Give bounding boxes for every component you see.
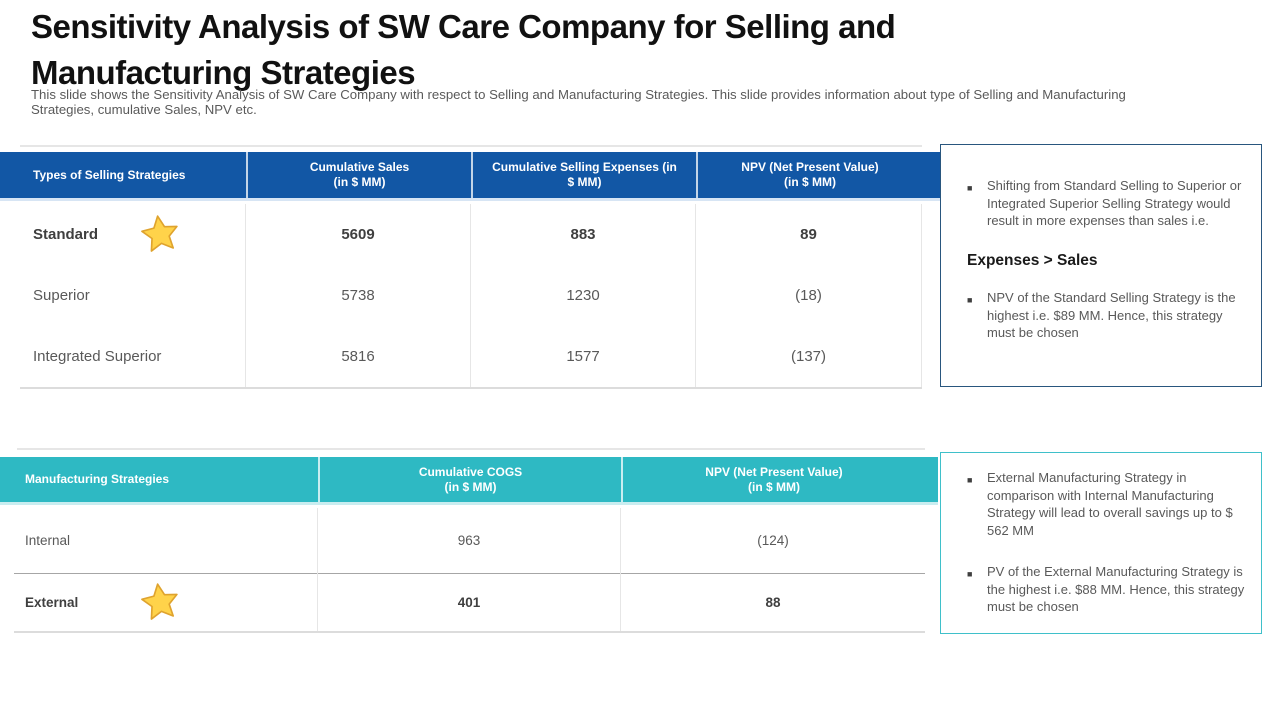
selling-row-integrated-superior-expenses: 1577 — [471, 326, 696, 387]
selling-table-top-rule — [20, 145, 922, 147]
selling-note-heading: Expenses > Sales — [967, 251, 1098, 269]
manufacturing-table-top-rule — [17, 448, 925, 450]
manufacturing-col-npv-line1: NPV (Net Present Value) — [705, 464, 843, 479]
page-subtitle-line1: This slide shows the Sensitivity Analysi… — [31, 87, 1126, 102]
page-subtitle: This slide shows the Sensitivity Analysi… — [31, 87, 1253, 117]
manufacturing-note-bullet-1: ■ External Manufacturing Strategy in com… — [967, 469, 1247, 539]
manufacturing-note-bullet-2: ■ PV of the External Manufacturing Strat… — [967, 563, 1247, 616]
manufacturing-col-cogs-line1: Cumulative COGS — [418, 464, 523, 479]
manufacturing-row-internal-text: Internal — [25, 533, 71, 548]
selling-col-npv-line2: (in $ MM) — [784, 175, 836, 189]
selling-table-body: Standard 5609 883 89 Superior 5738 1230 … — [0, 204, 922, 387]
page-title: Sensitivity Analysis of SW Care Company … — [31, 4, 991, 96]
selling-col-cumulative-sales-line1: Cumulative Sales — [309, 160, 410, 174]
manufacturing-row-internal-npv: (124) — [757, 533, 789, 548]
selling-row-superior-expenses: 1230 — [471, 265, 696, 326]
manufacturing-row-external-text: External — [25, 594, 79, 610]
page-title-line2: Manufacturing Strategies — [31, 54, 416, 91]
star-icon — [141, 214, 178, 252]
star-icon — [141, 583, 179, 620]
selling-col-strategies-label: Types of Selling Strategies — [33, 167, 186, 182]
selling-col-selling-expenses-line2: $ MM) — [567, 175, 602, 189]
selling-col-strategies: Types of Selling Strategies — [0, 152, 246, 198]
manufacturing-row-external-label: External — [0, 573, 318, 631]
selling-note-bullet-2-text: NPV of the Standard Selling Strategy is … — [987, 290, 1236, 340]
manufacturing-table-header: Manufacturing Strategies Cumulative COGS… — [0, 457, 938, 505]
square-bullet-icon: ■ — [967, 295, 973, 305]
selling-row-superior-label: Superior — [0, 265, 246, 326]
selling-row-standard-sales: 5609 — [246, 204, 471, 265]
square-bullet-icon: ■ — [967, 569, 973, 579]
selling-note-bullet-2: ■ NPV of the Standard Selling Strategy i… — [967, 289, 1247, 342]
manufacturing-row-external-cogs: 401 — [318, 573, 621, 631]
selling-col-cumulative-sales: Cumulative Sales (in $ MM) — [246, 152, 471, 198]
manufacturing-col-cogs-line2: (in $ MM) — [444, 479, 497, 494]
manufacturing-row-internal-cogs: 963 — [318, 508, 621, 573]
selling-note-bullet-1-text: Shifting from Standard Selling to Superi… — [987, 178, 1242, 228]
manufacturing-note-bullet-2-text: PV of the External Manufacturing Strateg… — [987, 564, 1245, 614]
selling-col-npv: NPV (Net Present Value) (in $ MM) — [696, 152, 922, 198]
selling-table-bottom-rule — [20, 387, 922, 389]
manufacturing-notes-box: ■ External Manufacturing Strategy in com… — [940, 452, 1262, 634]
manufacturing-row-external-npv: 88 — [765, 594, 781, 610]
manufacturing-col-npv-line2: (in $ MM) — [748, 479, 800, 494]
selling-table-header: Types of Selling Strategies Cumulative S… — [0, 152, 941, 201]
selling-col-selling-expenses: Cumulative Selling Expenses (in $ MM) — [471, 152, 696, 198]
selling-row-integrated-superior-sales: 5816 — [246, 326, 471, 387]
selling-row-integrated-superior-npv: (137) — [696, 326, 922, 387]
selling-row-standard-expenses: 883 — [471, 204, 696, 265]
selling-col-selling-expenses-line1: Cumulative Selling Expenses (in — [492, 160, 677, 174]
page-subtitle-line2: Strategies, cumulative Sales, NPV etc. — [31, 101, 257, 117]
selling-note-bullet-1: ■ Shifting from Standard Selling to Supe… — [967, 177, 1247, 230]
square-bullet-icon: ■ — [967, 475, 973, 485]
manufacturing-note-bullet-1-text: External Manufacturing Strategy in compa… — [987, 470, 1233, 538]
square-bullet-icon: ■ — [967, 183, 973, 193]
selling-row-superior-npv: (18) — [696, 265, 922, 326]
selling-row-integrated-superior-text: Integrated Superior — [33, 348, 162, 365]
manufacturing-row-internal-label: Internal — [0, 508, 318, 573]
selling-row-integrated-superior-label: Integrated Superior — [0, 326, 246, 387]
manufacturing-col-strategies: Manufacturing Strategies — [0, 457, 318, 502]
selling-row-standard-npv: 89 — [696, 204, 922, 265]
page-title-line1: Sensitivity Analysis of SW Care Company … — [31, 8, 896, 45]
selling-row-standard-label: Standard — [0, 204, 246, 265]
manufacturing-table-body: Internal 963 (124) External 401 88 — [0, 508, 925, 631]
selling-col-cumulative-sales-line2: (in $ MM) — [333, 175, 386, 189]
manufacturing-col-npv: NPV (Net Present Value) (in $ MM) — [621, 457, 925, 502]
selling-notes-box: ■ Shifting from Standard Selling to Supe… — [940, 144, 1262, 387]
manufacturing-table-bottom-rule — [14, 631, 925, 633]
selling-col-npv-line1: NPV (Net Present Value) — [741, 160, 879, 174]
manufacturing-table-mid-rule — [14, 573, 925, 574]
manufacturing-col-strategies-label: Manufacturing Strategies — [25, 472, 170, 486]
selling-row-superior-text: Superior — [33, 287, 90, 304]
manufacturing-col-cogs: Cumulative COGS (in $ MM) — [318, 457, 621, 502]
selling-row-standard-text: Standard — [33, 226, 99, 243]
selling-row-superior-sales: 5738 — [246, 265, 471, 326]
